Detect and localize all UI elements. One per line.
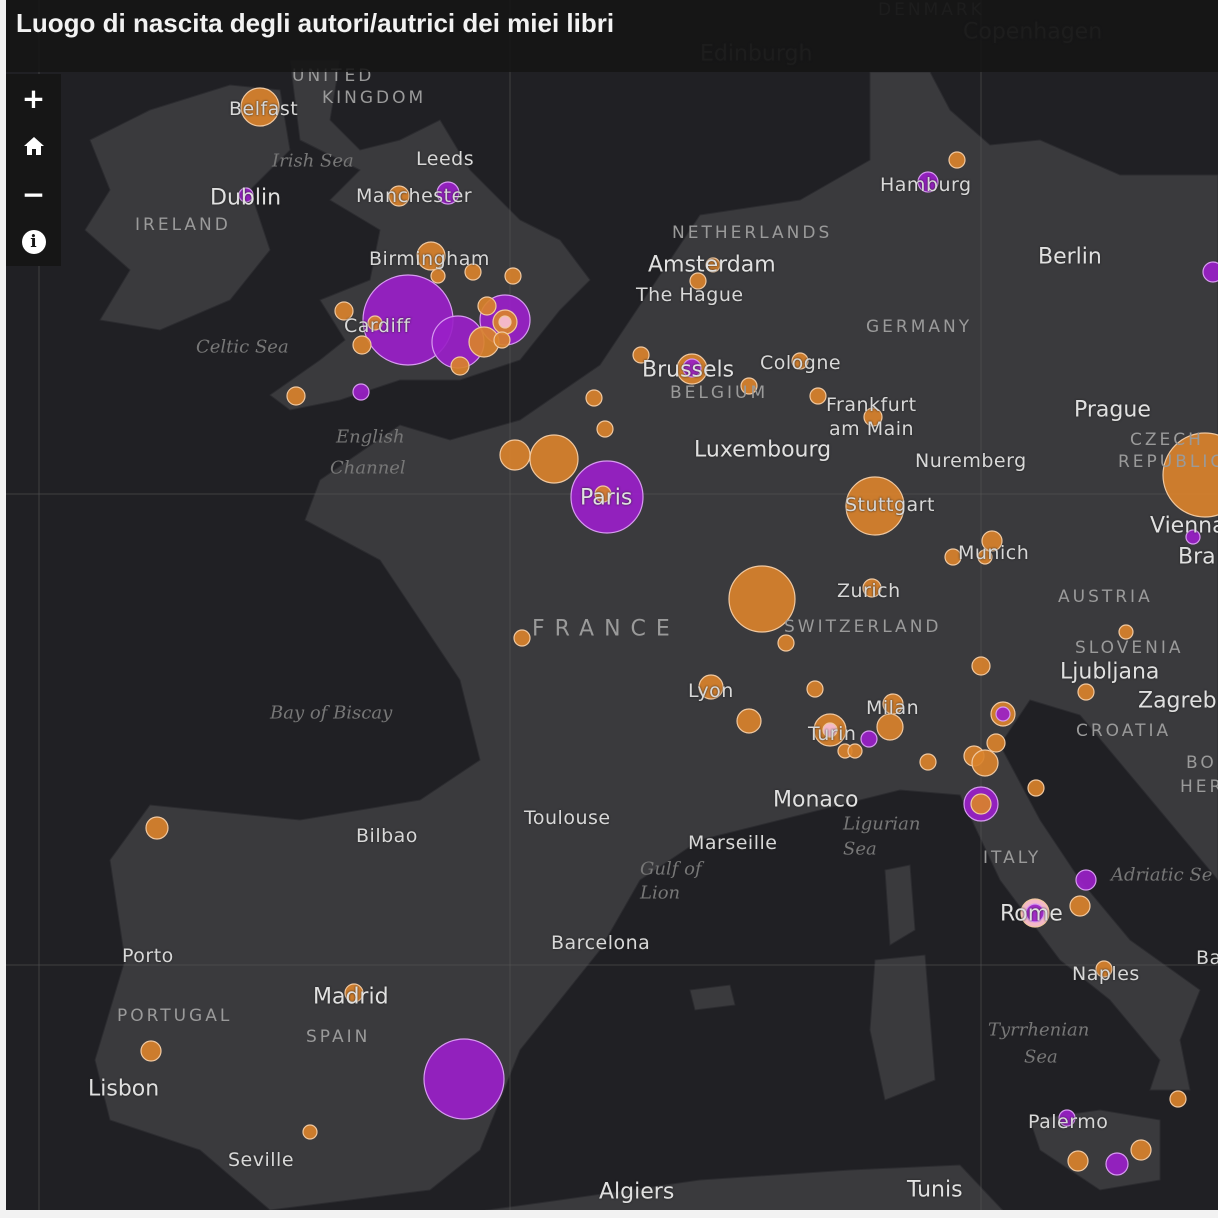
author-marker-orange[interactable] (981, 530, 1003, 552)
home-icon (23, 137, 44, 155)
author-marker-orange[interactable] (944, 548, 962, 566)
author-marker-orange[interactable] (698, 674, 724, 700)
author-marker-orange[interactable] (585, 389, 603, 407)
author-marker-orange[interactable] (504, 267, 522, 285)
author-marker-orange[interactable] (882, 693, 904, 715)
author-marker-orange[interactable] (499, 439, 531, 471)
land-sicily (1029, 1109, 1161, 1191)
author-marker-purple[interactable] (238, 187, 254, 203)
author-marker-orange[interactable] (986, 733, 1006, 753)
author-marker-orange[interactable] (971, 749, 999, 777)
author-marker-orange[interactable] (430, 268, 446, 284)
author-marker-orange[interactable] (352, 335, 372, 355)
author-marker-orange[interactable] (1169, 1090, 1187, 1108)
author-marker-orange[interactable] (388, 185, 410, 207)
author-marker-orange[interactable] (970, 793, 992, 815)
land-corsica (884, 864, 916, 946)
home-button[interactable] (6, 122, 61, 170)
author-marker-orange[interactable] (791, 352, 809, 370)
author-marker-orange[interactable] (140, 1040, 162, 1062)
author-marker-orange[interactable] (302, 1124, 318, 1140)
author-marker-orange[interactable] (705, 257, 721, 273)
author-marker-orange[interactable] (334, 301, 354, 321)
author-marker-purple[interactable] (1025, 903, 1045, 923)
author-marker-orange[interactable] (689, 272, 707, 290)
author-marker-orange[interactable] (971, 656, 991, 676)
map-controls: + − i (6, 74, 61, 266)
author-marker-purple[interactable] (860, 730, 878, 748)
land-continent (94, 71, 1218, 1210)
author-marker-orange[interactable] (728, 565, 796, 633)
author-marker-orange[interactable] (1118, 624, 1134, 640)
author-marker-orange[interactable] (493, 331, 511, 349)
author-marker-orange[interactable] (822, 722, 838, 738)
author-marker-orange[interactable] (863, 407, 883, 427)
author-marker-orange[interactable] (948, 151, 966, 169)
author-marker-orange[interactable] (240, 87, 280, 127)
author-marker-purple[interactable] (917, 171, 939, 193)
author-marker-orange[interactable] (806, 680, 824, 698)
land-africa (484, 1164, 1004, 1210)
author-marker-purple[interactable] (1058, 1109, 1076, 1127)
author-marker-orange[interactable] (740, 377, 758, 395)
info-icon: i (21, 230, 46, 254)
author-marker-orange[interactable] (1095, 960, 1113, 978)
minus-icon: − (21, 177, 46, 211)
author-marker-orange[interactable] (777, 634, 795, 652)
map-title: Luogo di nascita degli autori/autrici de… (16, 8, 615, 38)
author-marker-orange[interactable] (736, 708, 762, 734)
author-marker-orange[interactable] (919, 753, 937, 771)
land-balearic (689, 984, 736, 1011)
zoom-in-button[interactable]: + (6, 74, 61, 122)
author-marker-orange[interactable] (632, 346, 650, 364)
author-marker-orange[interactable] (594, 485, 612, 503)
author-marker-purple[interactable] (995, 706, 1011, 722)
basemap (6, 0, 1218, 1210)
land-ireland (84, 84, 291, 331)
author-marker-orange[interactable] (286, 386, 306, 406)
author-marker-orange[interactable] (845, 476, 905, 536)
author-marker-orange[interactable] (145, 816, 169, 840)
author-marker-purple[interactable] (1202, 261, 1218, 283)
title-bar: Luogo di nascita degli autori/autrici de… (6, 0, 1218, 72)
author-marker-orange[interactable] (876, 713, 904, 741)
author-marker-orange[interactable] (847, 743, 863, 759)
author-marker-orange[interactable] (513, 629, 531, 647)
info-button[interactable]: i (6, 218, 61, 266)
author-marker-orange[interactable] (1027, 779, 1045, 797)
author-marker-purple[interactable] (1075, 869, 1097, 891)
author-marker-orange[interactable] (416, 241, 446, 271)
author-marker-orange[interactable] (344, 983, 364, 1003)
author-marker-orange[interactable] (477, 296, 497, 316)
author-marker-purple[interactable] (1105, 1152, 1129, 1176)
author-marker-orange[interactable] (596, 420, 614, 438)
author-marker-orange[interactable] (977, 549, 993, 565)
author-marker-orange[interactable] (464, 263, 482, 281)
author-marker-orange[interactable] (529, 434, 579, 484)
author-marker-orange[interactable] (498, 315, 512, 329)
author-marker-purple[interactable] (436, 181, 460, 205)
author-marker-orange[interactable] (450, 356, 470, 376)
author-marker-orange[interactable] (862, 578, 882, 598)
author-marker-orange[interactable] (367, 315, 383, 331)
author-marker-orange[interactable] (1162, 432, 1218, 518)
author-marker-orange[interactable] (1077, 683, 1095, 701)
author-marker-orange[interactable] (1067, 1150, 1089, 1172)
author-marker-orange[interactable] (809, 387, 827, 405)
land-sardinia (869, 954, 936, 1101)
author-marker-orange[interactable] (1130, 1139, 1152, 1161)
author-marker-purple[interactable] (352, 383, 370, 401)
author-marker-purple[interactable] (423, 1038, 505, 1120)
author-marker-purple[interactable] (1185, 529, 1201, 545)
map-view[interactable]: Belfast Dublin Leeds Manchester Birmingham Ca… (6, 0, 1218, 1210)
author-marker-orange[interactable] (1069, 895, 1091, 917)
author-marker-purple[interactable] (682, 358, 702, 378)
plus-icon: + (21, 81, 46, 115)
zoom-out-button[interactable]: − (6, 170, 61, 218)
